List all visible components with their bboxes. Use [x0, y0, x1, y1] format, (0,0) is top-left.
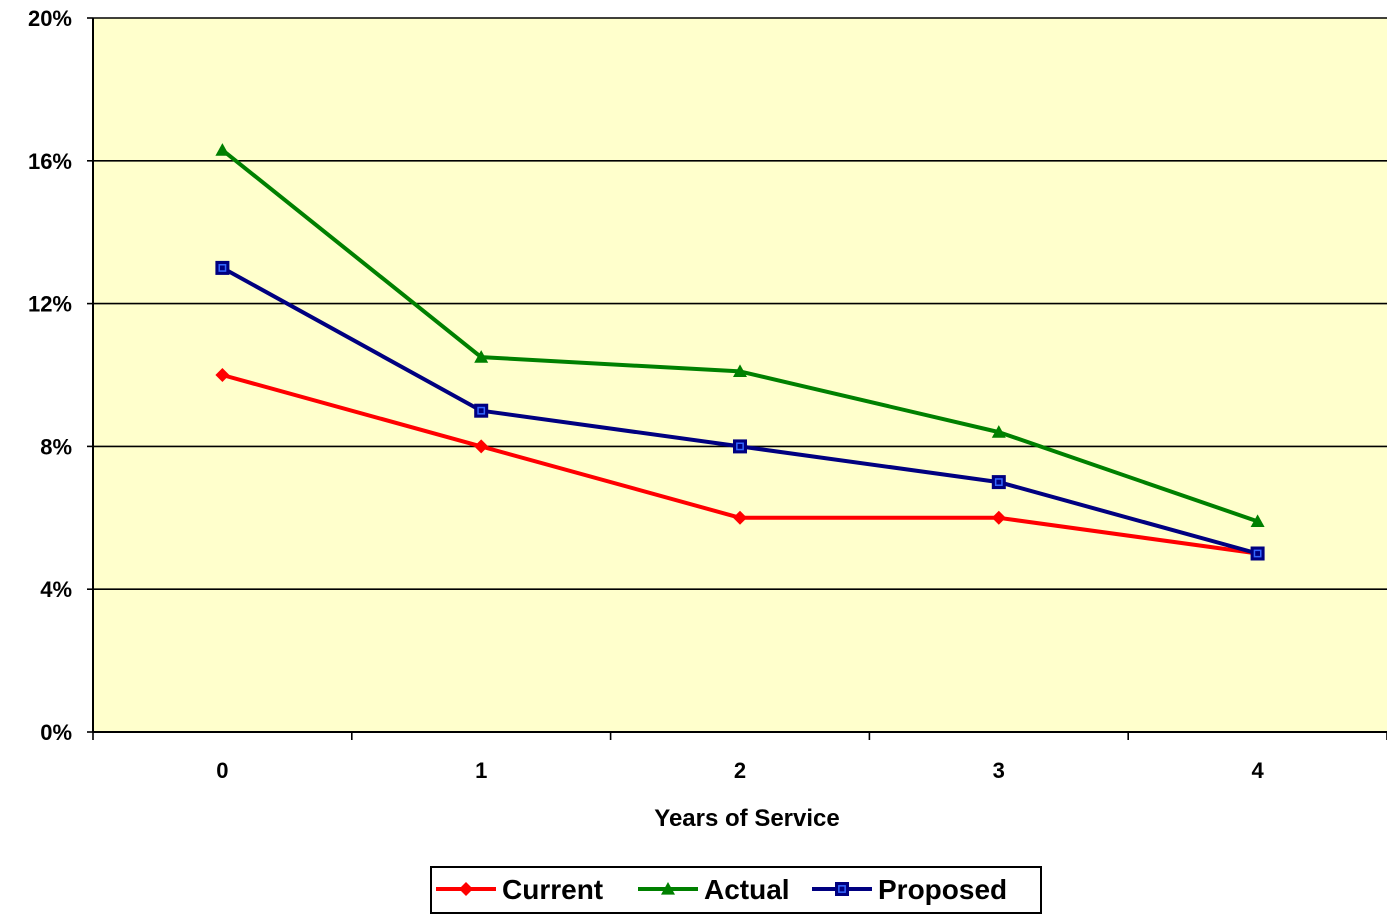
axes: [92, 18, 1387, 733]
x-axis-ticks: 0 1 2 3 4: [92, 732, 1387, 783]
data-point: [991, 425, 1006, 438]
x-axis-title: Years of Service: [654, 805, 839, 832]
legend-label: Current: [502, 874, 603, 905]
y-tick-label: 8%: [40, 434, 72, 459]
data-point: [474, 350, 489, 363]
data-point: [661, 882, 675, 895]
y-tick-label: 4%: [40, 577, 72, 602]
data-point: [733, 439, 747, 454]
data-point: [474, 403, 489, 418]
y-tick-label: 20%: [28, 6, 72, 31]
x-tick-label: 3: [993, 758, 1005, 783]
series-group: [215, 143, 1265, 561]
x-tick-label: 2: [734, 758, 746, 783]
x-tick-label: 1: [475, 758, 487, 783]
legend-label: Proposed: [878, 874, 1007, 905]
data-point: [835, 882, 849, 896]
data-point: [991, 475, 1006, 490]
data-point: [459, 882, 473, 896]
y-tick-label: 0%: [40, 720, 72, 745]
y-tick-label: 16%: [28, 149, 72, 174]
data-point: [991, 510, 1006, 525]
data-point: [215, 143, 230, 156]
data-point: [1250, 514, 1265, 527]
data-point: [733, 510, 747, 525]
series-proposed: [215, 260, 1265, 561]
data-point: [474, 439, 489, 454]
data-point: [215, 368, 230, 382]
legend-box: [430, 866, 1042, 914]
legend-item-current: Current: [436, 874, 603, 905]
data-point: [733, 364, 747, 378]
legend-item-proposed: Proposed: [812, 874, 1007, 905]
y-tick-label: 12%: [28, 292, 72, 317]
legend-label: Actual: [704, 874, 790, 905]
data-point: [215, 260, 230, 275]
legend: Current Actual Proposed: [430, 866, 1042, 914]
data-point: [1250, 546, 1265, 561]
x-tick-label: 4: [1251, 758, 1264, 783]
legend-item-actual: Actual: [638, 874, 790, 905]
x-tick-label: 0: [216, 758, 228, 783]
y-axis-ticks: 0% 4% 8% 12% 16% 20%: [28, 6, 93, 745]
series-actual: [215, 143, 1265, 527]
